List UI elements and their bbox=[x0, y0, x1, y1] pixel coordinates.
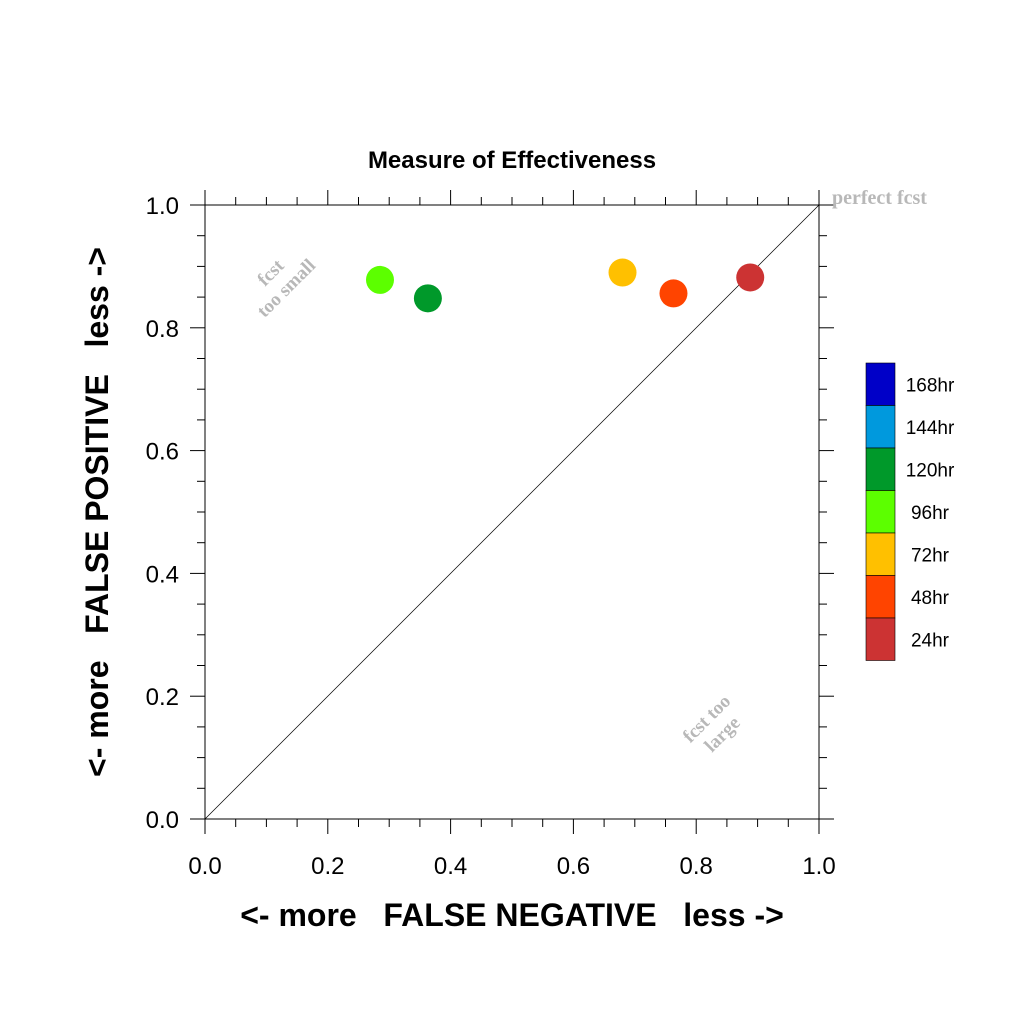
point-72hr bbox=[608, 258, 637, 287]
y-tick-label: 1.0 bbox=[146, 193, 179, 220]
point-48hr bbox=[659, 279, 688, 308]
x-tick-label: 1.0 bbox=[802, 853, 835, 880]
legend-label-24hr: 24hr bbox=[911, 630, 950, 651]
point-120hr bbox=[413, 284, 442, 313]
chart-title: Measure of Effectiveness bbox=[368, 147, 656, 174]
axes-group: 0.0 0.2 0.4 0.6 0.8 1.0 0.0 0.2 0.4 0.6 0.8 1.0 bbox=[146, 190, 836, 880]
x-axis-label: <- more FALSE NEGATIVE less -> bbox=[240, 897, 784, 933]
y-tick-label: 0.0 bbox=[146, 807, 179, 834]
legend: 168hr 144hr 120hr 96hr 72hr 48hr 24hr bbox=[865, 362, 955, 661]
y-tick-label: 0.6 bbox=[146, 439, 179, 466]
legend-label-96hr: 96hr bbox=[911, 503, 950, 524]
legend-swatch-96hr bbox=[865, 490, 896, 534]
points-group bbox=[365, 258, 765, 313]
legend-swatch-144hr bbox=[865, 405, 896, 449]
x-tick-label: 0.8 bbox=[680, 853, 713, 880]
too-small-note: fcst too small bbox=[253, 255, 320, 322]
legend-label-48hr: 48hr bbox=[911, 588, 950, 609]
x-tick-label: 0.4 bbox=[434, 853, 467, 880]
diagonal-line bbox=[204, 204, 820, 820]
x-tick-label: 0.0 bbox=[188, 853, 221, 880]
perfect-fcst-note: perfect fcst bbox=[832, 187, 927, 209]
y-tick-label: 0.2 bbox=[146, 684, 179, 711]
y-tick-label: 0.4 bbox=[146, 561, 179, 588]
legend-swatch-48hr bbox=[865, 575, 896, 619]
legend-swatch-120hr bbox=[865, 447, 896, 491]
x-tick-label: 0.6 bbox=[557, 853, 590, 880]
point-96hr bbox=[365, 265, 394, 294]
x-tick-label: 0.2 bbox=[311, 853, 344, 880]
legend-swatch-168hr bbox=[865, 362, 896, 406]
y-tick-label: 0.8 bbox=[146, 316, 179, 343]
point-24hr bbox=[736, 263, 765, 292]
legend-label-144hr: 144hr bbox=[906, 418, 955, 439]
legend-swatch-72hr bbox=[865, 532, 896, 576]
too-large-note: fcst too large bbox=[679, 691, 745, 757]
legend-label-168hr: 168hr bbox=[906, 375, 955, 396]
y-axis-label: <- more FALSE POSITIVE less -> bbox=[79, 247, 115, 777]
legend-label-72hr: 72hr bbox=[911, 545, 950, 566]
legend-swatch-24hr bbox=[865, 617, 896, 661]
legend-label-120hr: 120hr bbox=[906, 460, 955, 481]
